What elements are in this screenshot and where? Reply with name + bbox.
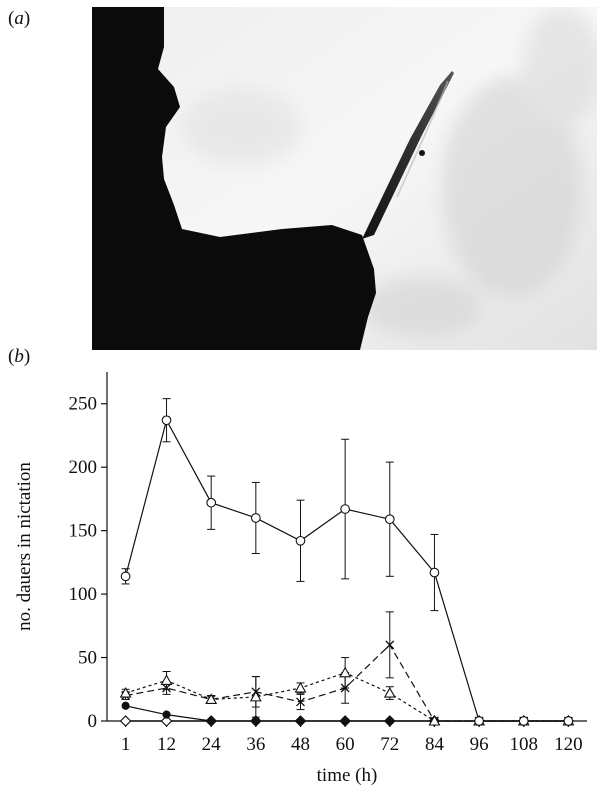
y-tick-label: 250 [69,394,98,415]
data-point [119,715,132,727]
chart-series [119,398,575,727]
data-point [429,567,440,578]
data-point [385,716,394,726]
x-tick-label: 108 [509,734,538,755]
data-point [474,716,484,726]
data-point [294,681,307,693]
y-axis-title: no. dauers in nictation [14,462,35,631]
data-point [162,710,171,719]
y-tick-label: 100 [69,584,98,605]
x-axis-title: time (h) [317,765,378,786]
data-point [385,640,395,650]
y-tick-label: 200 [69,457,98,478]
chart-axes: 0 50 100 150 200 250 1 12 24 36 48 60 72 84 96 108 120 [69,372,587,755]
data-point [341,716,350,726]
data-point [295,535,306,546]
nictation-line-chart: 0 50 100 150 200 250 1 12 24 36 48 60 72 84 96 108 120 n… [14,372,587,786]
series-group [120,398,574,726]
x-tick-label: 96 [470,734,489,755]
y-tick-label: 0 [88,711,98,732]
series-line [125,643,569,722]
x-tick-label: 60 [336,734,355,755]
data-point [250,513,261,523]
data-point [161,415,172,426]
data-point [119,686,132,698]
data-point [296,697,305,707]
x-tick-label: 36 [246,734,265,755]
data-point [518,716,529,726]
data-point [160,674,173,685]
x-tick-label: 1 [121,734,131,755]
x-tick-label: 12 [157,734,176,755]
data-point [121,701,130,710]
y-tick-label: 50 [78,648,97,669]
micrograph-image [92,7,597,350]
data-point [206,497,217,508]
data-point [160,715,173,727]
data-point [205,693,218,704]
x-tick-label: 72 [380,734,399,755]
data-point [207,716,216,726]
panel-label-b: (b) [8,346,31,367]
data-point [428,714,441,726]
series-group [119,657,575,726]
data-point [384,514,395,525]
panel-label-a: (a) [8,8,31,29]
x-tick-label: 48 [291,734,310,755]
data-point [563,716,574,726]
x-tick-label: 84 [425,734,445,755]
data-point [296,716,305,726]
data-point [383,686,396,698]
data-point [251,716,260,726]
series-line [125,672,569,722]
data-point [120,571,131,582]
data-point [339,666,352,678]
data-point [340,504,350,514]
series-group [121,611,573,726]
data-point [249,690,262,702]
y-tick-label: 150 [69,521,98,542]
x-tick-label: 120 [554,734,583,755]
x-tick-label: 24 [202,734,222,755]
